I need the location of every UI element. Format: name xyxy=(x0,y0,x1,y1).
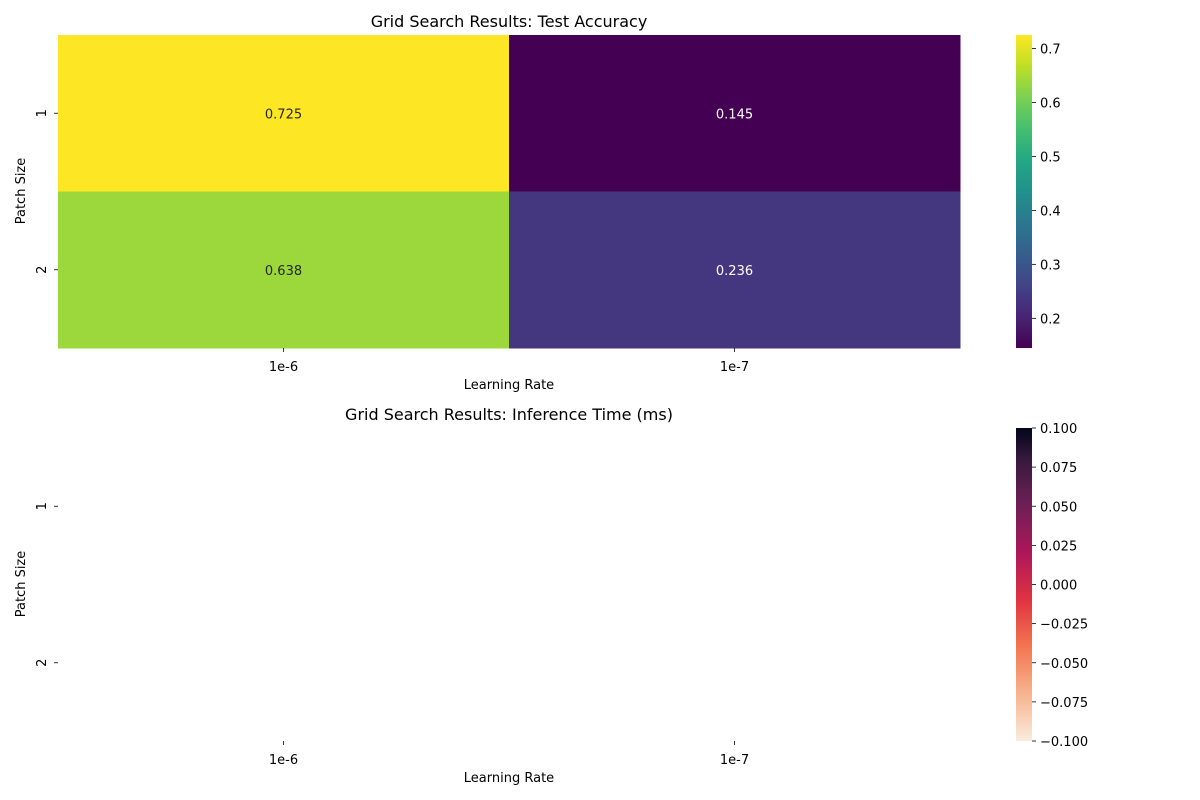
x-axis-label: Learning Rate xyxy=(464,378,554,393)
y-tick-label: 2 xyxy=(35,266,50,274)
cell-value-label: 0.638 xyxy=(265,264,302,279)
y-axis-label: Patch Size xyxy=(14,551,29,618)
x-tick-label: 1e-7 xyxy=(720,753,749,768)
accuracy-heatmap-chart: Grid Search Results: Test Accuracy 0.725… xyxy=(14,12,1061,393)
colorbar-tick-label: 0.4 xyxy=(1040,204,1061,219)
colorbar-tick-label: 0.075 xyxy=(1040,461,1077,476)
colorbar-tick-label: 0.2 xyxy=(1040,312,1061,327)
colorbar-tick-label: 0.025 xyxy=(1040,539,1077,554)
chart-title: Grid Search Results: Inference Time (ms) xyxy=(345,405,673,424)
colorbar-tick-label: −0.100 xyxy=(1040,735,1088,750)
y-tick-label: 1 xyxy=(35,502,50,510)
cell-value-label: 0.145 xyxy=(716,107,753,122)
y-tick-label: 2 xyxy=(35,659,50,667)
x-tick-label: 1e-7 xyxy=(720,360,749,375)
inference-time-heatmap-chart: Grid Search Results: Inference Time (ms)… xyxy=(14,405,1088,786)
colorbar-tick-label: −0.050 xyxy=(1040,657,1088,672)
colorbar xyxy=(1016,428,1032,741)
colorbar-tick-label: 0.000 xyxy=(1040,579,1077,594)
x-tick-label: 1e-6 xyxy=(269,753,298,768)
colorbar-tick-label: 0.7 xyxy=(1040,42,1061,57)
y-axis-label: Patch Size xyxy=(14,158,29,225)
heatmap-cell xyxy=(509,35,961,192)
cell-value-label: 0.725 xyxy=(265,107,302,122)
colorbar-tick-label: −0.025 xyxy=(1040,618,1088,633)
chart-title: Grid Search Results: Test Accuracy xyxy=(371,12,648,31)
colorbar xyxy=(1016,35,1032,348)
x-axis-label: Learning Rate xyxy=(464,771,554,786)
cell-value-label: 0.236 xyxy=(716,264,753,279)
colorbar-tick-label: −0.075 xyxy=(1040,696,1088,711)
colorbar-tick-label: 0.5 xyxy=(1040,150,1061,165)
colorbar-tick-label: 0.6 xyxy=(1040,96,1061,111)
y-tick-label: 1 xyxy=(35,109,50,117)
colorbar-tick-label: 0.100 xyxy=(1040,422,1077,437)
heatmap-cell xyxy=(58,191,510,349)
heatmap-cell xyxy=(58,35,510,192)
heatmap-cell xyxy=(509,191,961,349)
x-tick-label: 1e-6 xyxy=(269,360,298,375)
colorbar-tick-label: 0.3 xyxy=(1040,258,1061,273)
colorbar-tick-label: 0.050 xyxy=(1040,500,1077,515)
